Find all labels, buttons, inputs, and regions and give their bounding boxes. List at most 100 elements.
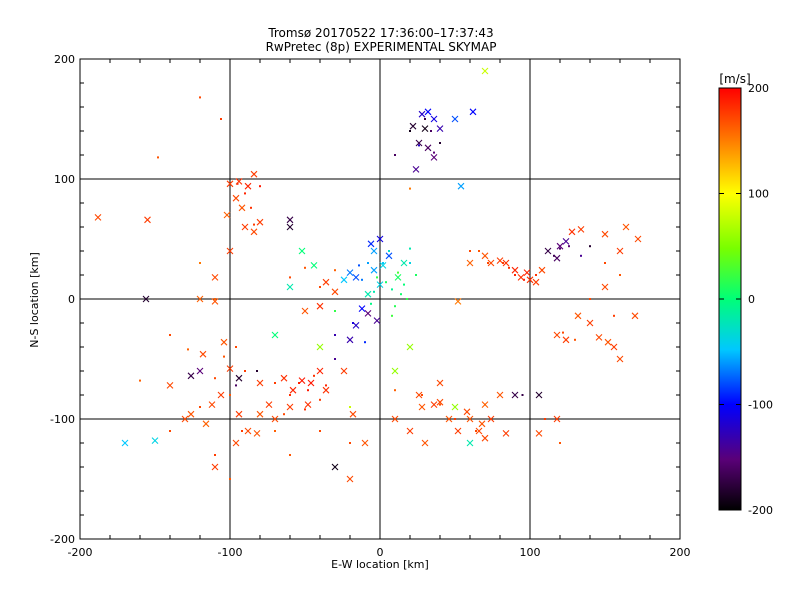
data-point-x [400, 259, 408, 267]
data-point-x [151, 437, 159, 444]
data-point-x [421, 439, 429, 447]
data-point-x [316, 367, 324, 375]
data-point-dot [430, 130, 432, 132]
y-tick-label: -100 [50, 413, 75, 426]
data-point-x [430, 154, 438, 161]
data-point-x [256, 218, 264, 226]
data-point-dot [409, 187, 411, 190]
data-points [94, 67, 642, 483]
data-point-x [298, 247, 306, 255]
chart-title-line1: Tromsø 20170522 17:36:00–17:37:43 [267, 26, 493, 40]
data-point-dot [319, 398, 321, 401]
data-point-dot [235, 384, 237, 387]
data-point-x [226, 365, 234, 372]
x-tick-label: 200 [670, 546, 691, 559]
data-point-dot [388, 250, 390, 252]
data-point-dot [274, 382, 276, 384]
data-point-x [394, 274, 402, 281]
data-point-x [181, 415, 189, 423]
data-point-x [436, 125, 444, 132]
data-point-dot [334, 334, 336, 336]
data-point-x [610, 343, 618, 351]
data-point-dot [256, 370, 258, 372]
data-point-x [211, 298, 219, 305]
data-point-x [238, 204, 246, 212]
data-point-dot [313, 374, 315, 377]
data-point-x [487, 259, 495, 267]
data-point-x [616, 355, 624, 363]
data-point-x [322, 278, 330, 286]
data-point-x [199, 350, 207, 358]
data-point-dot [574, 338, 576, 341]
data-point-dot [376, 276, 378, 279]
data-point-x [481, 67, 489, 75]
data-point-x [307, 379, 315, 387]
data-point-dot [319, 430, 321, 432]
data-point-x [454, 298, 462, 305]
data-point-x [556, 242, 564, 250]
data-point-x [226, 180, 234, 188]
data-point-x [286, 223, 294, 231]
data-point-x [340, 276, 348, 284]
data-point-dot [358, 264, 360, 267]
data-point-x [361, 439, 369, 447]
data-point-x [586, 319, 594, 327]
data-point-x [622, 223, 630, 231]
data-point-dot [439, 142, 441, 144]
data-point-x [421, 125, 429, 132]
data-point-x [217, 391, 225, 399]
data-point-x [289, 386, 297, 394]
data-point-dot [418, 144, 420, 147]
data-point-dot [334, 269, 336, 272]
data-point-x [451, 115, 459, 123]
data-point-x [235, 410, 243, 418]
data-point-dot [364, 341, 366, 344]
data-point-dot [214, 298, 216, 300]
data-point-x [481, 434, 489, 442]
x-tick-label: 0 [377, 546, 384, 559]
data-point-x [526, 276, 534, 284]
data-point-x [601, 283, 609, 291]
data-point-x [346, 336, 354, 344]
data-point-x [511, 266, 519, 274]
data-point-dot [289, 394, 291, 396]
data-point-dot [334, 310, 336, 312]
data-point-x [250, 170, 258, 178]
data-point-x [436, 398, 444, 406]
data-point-dot [274, 430, 276, 432]
data-point-dot [220, 118, 222, 120]
data-point-x [340, 367, 348, 375]
data-point-dot [409, 247, 411, 250]
data-point-x [574, 312, 582, 320]
data-point-x [358, 305, 366, 312]
data-point-x [391, 415, 399, 423]
data-point-x [454, 427, 462, 435]
data-point-x [232, 194, 240, 202]
data-point-dot [236, 182, 239, 185]
data-point-x [496, 257, 504, 264]
data-point-dot [433, 151, 435, 154]
data-point-x [208, 401, 216, 408]
data-point-x [166, 382, 174, 389]
data-point-x [271, 415, 279, 423]
data-point-x [553, 331, 561, 339]
data-point-x [424, 144, 432, 152]
data-point-x [601, 230, 609, 238]
y-tick-label: 0 [68, 293, 75, 306]
data-point-dot [235, 346, 237, 348]
data-point-x [286, 283, 294, 291]
data-point-x [223, 211, 231, 219]
data-point-x [478, 420, 486, 428]
data-point-dot [214, 377, 216, 380]
data-point-dot [589, 298, 591, 300]
data-point-dot [391, 314, 393, 317]
data-point-x [331, 463, 339, 471]
data-point-dot [562, 331, 564, 334]
data-point-x [364, 310, 372, 317]
data-point-x [535, 391, 543, 399]
data-point-dot [253, 223, 255, 226]
data-point-x [568, 228, 576, 236]
x-tick-label: -100 [218, 546, 243, 559]
data-point-dot [349, 442, 351, 444]
data-point-x [370, 266, 378, 274]
